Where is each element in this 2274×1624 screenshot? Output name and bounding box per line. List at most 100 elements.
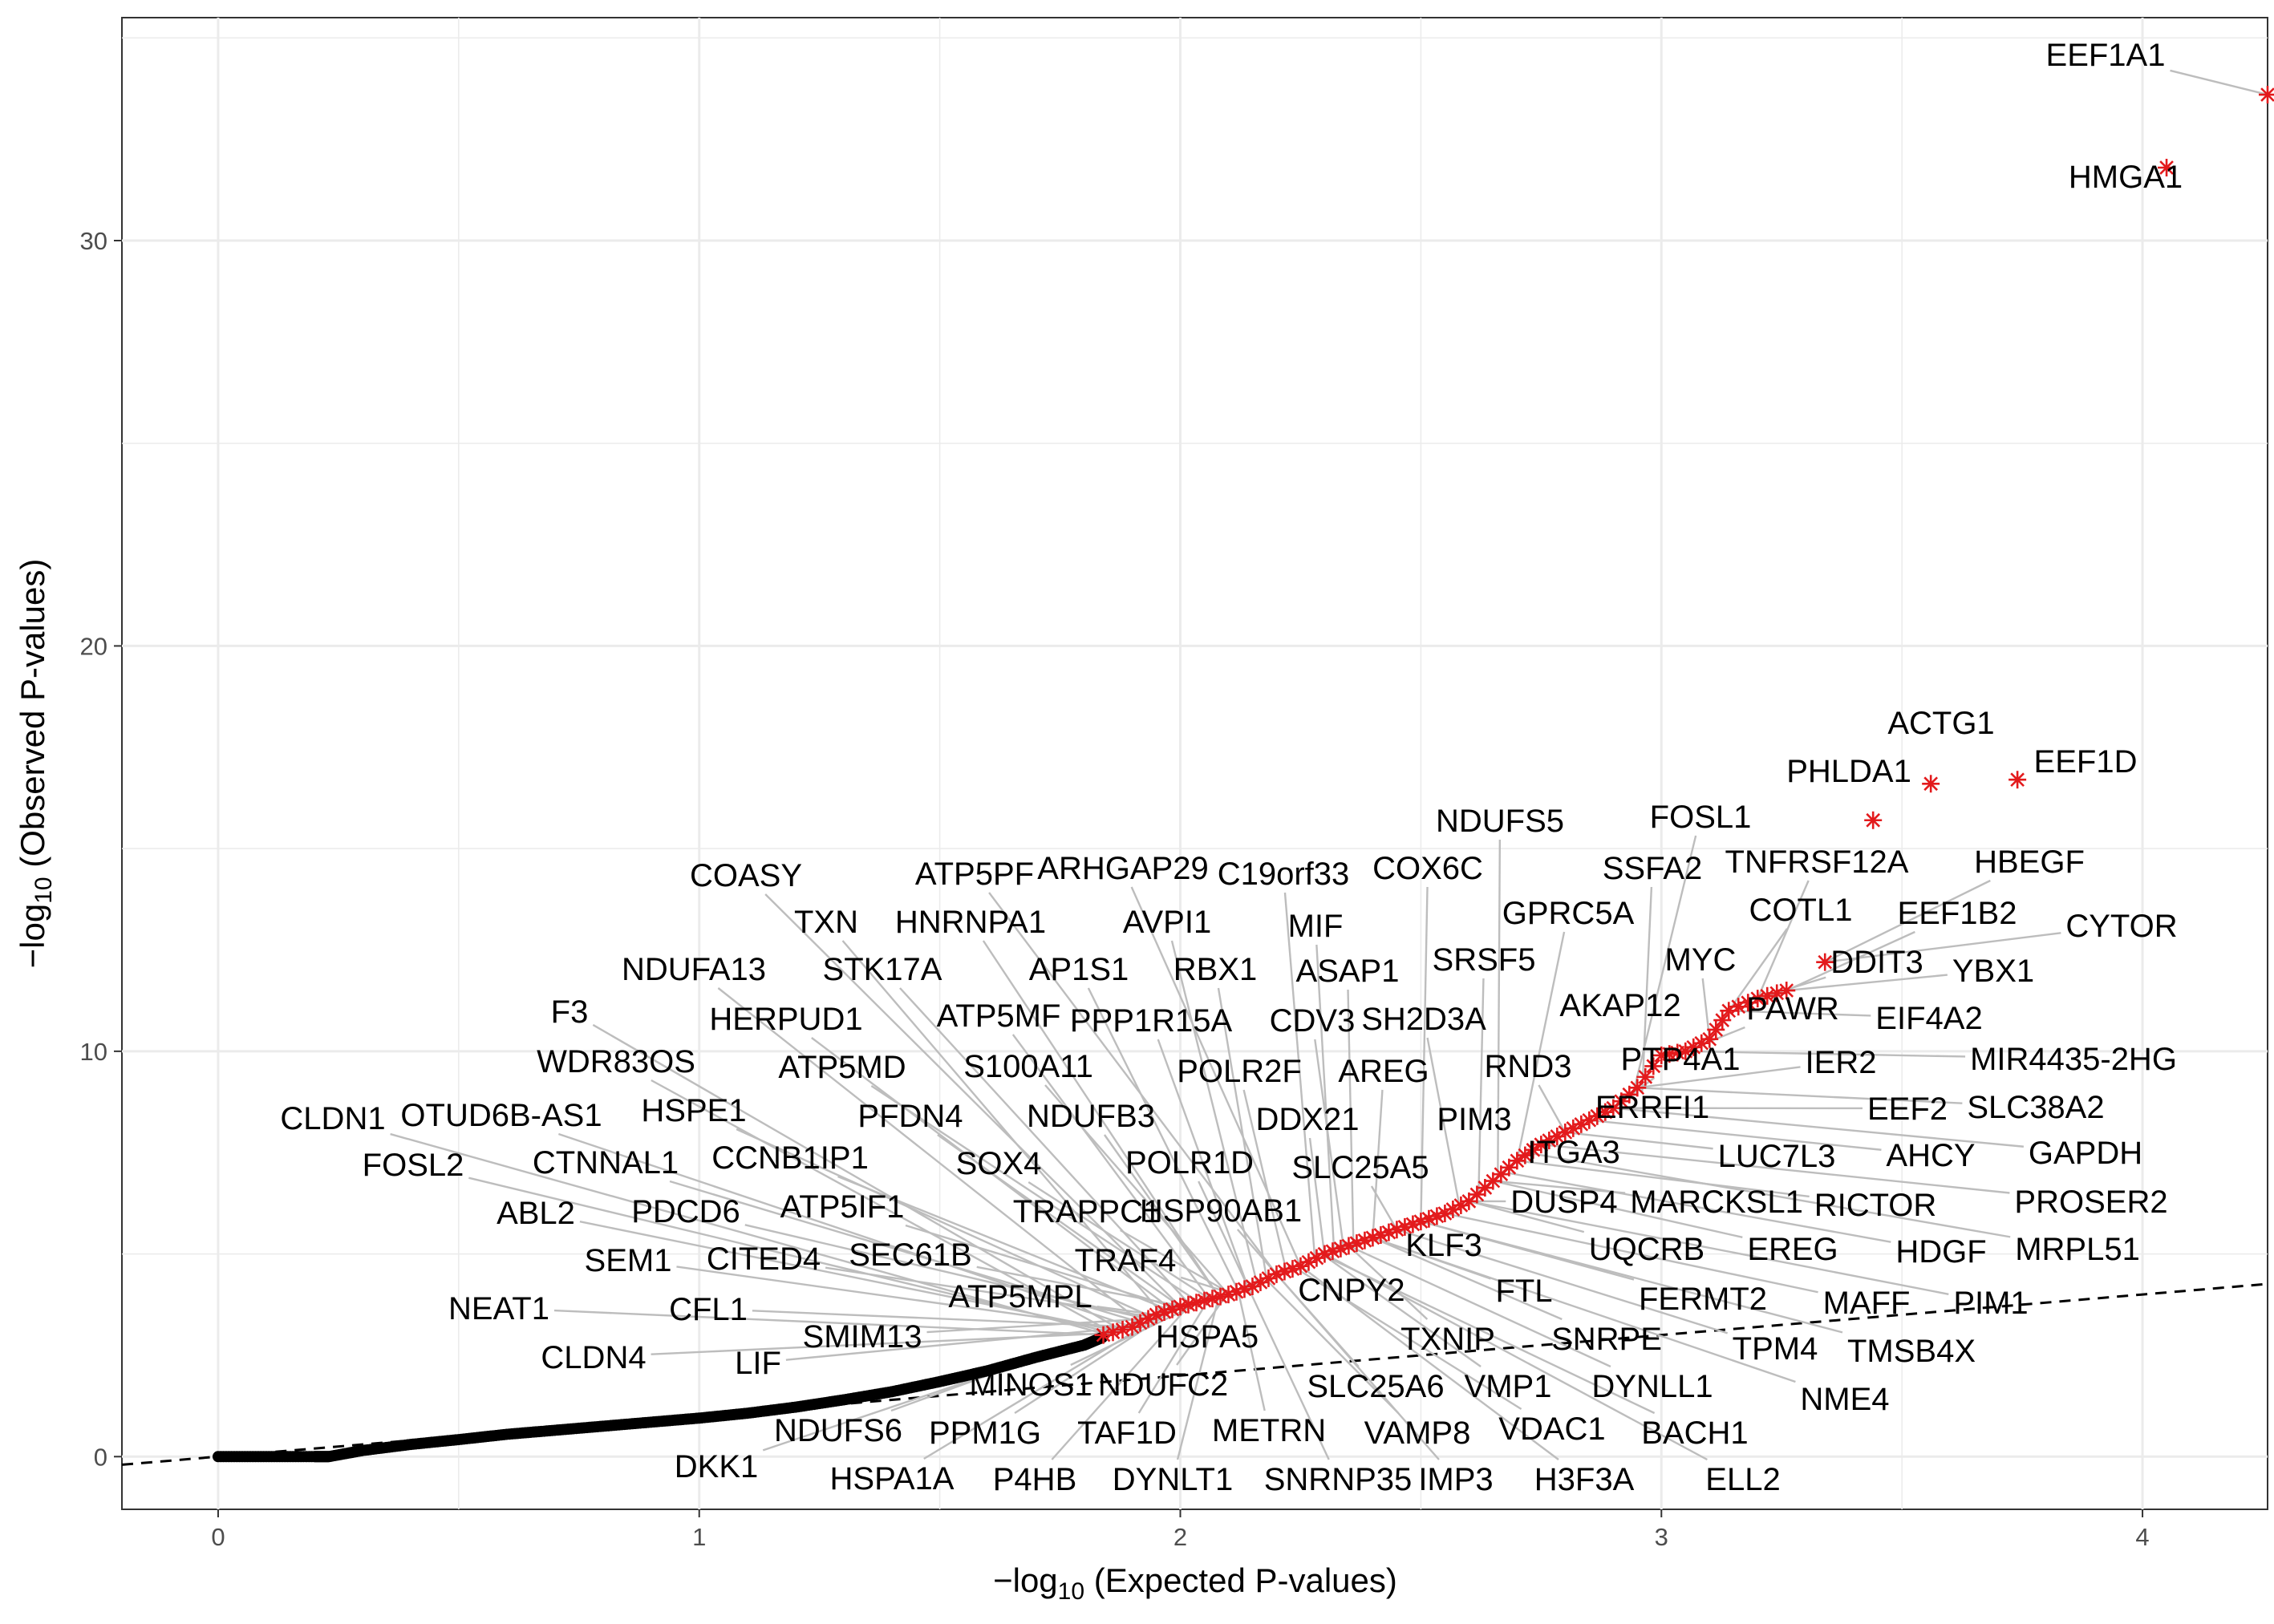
significant-point — [1816, 953, 1834, 971]
label-segment — [1589, 1119, 1882, 1151]
gene-label-hdgf: HDGF — [1895, 1234, 1986, 1270]
gene-label-nme4: NME4 — [1800, 1382, 1889, 1417]
asterisk-stroke — [1105, 1325, 1121, 1340]
asterisk-stroke — [1760, 988, 1775, 1003]
gene-label-atp5if1: ATP5IF1 — [780, 1189, 905, 1225]
gene-label-cldn1: CLDN1 — [280, 1101, 385, 1136]
asterisk-stroke — [1638, 1070, 1653, 1084]
asterisk-stroke — [1277, 1264, 1292, 1279]
gene-label-marcksl1: MARCKSL1 — [1630, 1185, 1803, 1220]
gene-label-wdr83os: WDR83OS — [537, 1044, 695, 1079]
label-segment — [1637, 1066, 1801, 1089]
label-segment — [1237, 1290, 1266, 1411]
gene-label-lif: LIF — [735, 1346, 781, 1381]
label-segment — [1477, 978, 1485, 1193]
asterisk-stroke — [2260, 87, 2274, 102]
gene-label-vdac1: VDAC1 — [1498, 1411, 1605, 1447]
label-segment — [736, 1128, 1153, 1318]
significant-point — [1219, 1286, 1238, 1304]
gene-label-rnd3: RND3 — [1485, 1049, 1572, 1084]
label-segment — [390, 1132, 1109, 1336]
gene-label-mif: MIF — [1288, 909, 1344, 944]
asterisk-stroke — [1365, 1230, 1380, 1245]
x-tick-label: 2 — [1173, 1523, 1187, 1551]
gene-label-cox6c: COX6C — [1372, 851, 1483, 886]
gene-label-ppm1g: PPM1G — [929, 1415, 1041, 1451]
asterisk-stroke — [1349, 1236, 1364, 1250]
gene-label-ap1s1: AP1S1 — [1029, 952, 1129, 987]
label-segment — [1348, 1245, 1611, 1368]
label-segment — [1372, 1089, 1384, 1238]
reference-line-y-eq-x — [121, 1282, 2268, 1466]
label-segment — [899, 987, 1191, 1306]
gene-label-bach1: BACH1 — [1641, 1415, 1748, 1451]
significant-point — [1692, 1034, 1711, 1052]
gene-label-hbegf: HBEGF — [1974, 844, 2085, 880]
x-tick-label: 0 — [211, 1523, 225, 1551]
significant-point — [2008, 771, 2027, 789]
label-segment — [1044, 1084, 1230, 1295]
significant-point — [1707, 1020, 1725, 1039]
label-segment — [905, 1224, 1176, 1309]
label-segment — [1323, 1253, 1708, 1461]
label-segment — [1323, 1255, 1482, 1367]
gene-label-eef1d: EEF1D — [2034, 744, 2138, 780]
label-segment — [1011, 1034, 1210, 1299]
gene-label-errfi1: ERRFI1 — [1595, 1090, 1709, 1125]
gene-label-polr1d: POLR1D — [1125, 1145, 1254, 1181]
label-segment — [1198, 1181, 1249, 1287]
asterisk-stroke — [1421, 1211, 1437, 1226]
label-segment — [1541, 1143, 2010, 1194]
gene-label-tnfrsf12a: TNFRSF12A — [1725, 844, 1909, 880]
label-segment — [1157, 1039, 1249, 1287]
asterisk-stroke — [1229, 1284, 1244, 1299]
asterisk-stroke — [2159, 160, 2174, 175]
gene-label-ccnb1ip1: CCNB1IP1 — [711, 1140, 869, 1176]
significant-point — [1532, 1136, 1550, 1154]
gene-label-txnip: TXNIP — [1400, 1322, 1495, 1357]
label-segment — [1396, 1229, 1729, 1334]
label-segment — [1308, 1137, 1326, 1257]
label-segment — [1825, 932, 2061, 963]
gene-label-neat1: NEAT1 — [448, 1291, 549, 1326]
gene-label-eef1a1: EEF1A1 — [2046, 38, 2166, 73]
label-segment — [1493, 1180, 1743, 1239]
significant-point — [1283, 1260, 1302, 1278]
label-segment — [1120, 1229, 1230, 1294]
label-segment — [1565, 1131, 1713, 1150]
gene-label-mrpl51: MRPL51 — [2015, 1232, 2140, 1267]
gene-label-h3f3a: H3F3A — [1534, 1462, 1635, 1497]
label-segment — [676, 1266, 1123, 1330]
label-segment — [1370, 1185, 1398, 1230]
label-segment — [1641, 886, 1653, 1092]
label-segment — [1315, 944, 1336, 1254]
asterisk-stroke — [2010, 772, 2025, 788]
x-axis: 0 1 2 3 4 — [211, 1509, 2150, 1551]
gene-label-taf1d: TAF1D — [1077, 1415, 1177, 1451]
gene-label-c19orf33: C19orf33 — [1218, 857, 1350, 892]
gene-label-ahcy: AHCY — [1886, 1138, 1975, 1173]
gene-label-ndufs6: NDUFS6 — [774, 1413, 902, 1448]
y-tick-label: 30 — [80, 227, 107, 255]
label-segment — [825, 1266, 1152, 1318]
y-axis-title-prefix: −log — [14, 904, 51, 969]
gene-label-eef1b2: EEF1B2 — [1898, 896, 2017, 931]
gene-label-eif4a2: EIF4A2 — [1875, 1001, 1982, 1036]
label-segment — [1347, 989, 1355, 1249]
asterisk-stroke — [1715, 1013, 1730, 1027]
grid — [122, 18, 2268, 1509]
label-segment — [1266, 1279, 1400, 1414]
gene-label-ereg: EREG — [1747, 1232, 1838, 1267]
label-segment — [557, 1132, 1133, 1328]
gene-label-atp5mf: ATP5MF — [937, 998, 1061, 1034]
label-segment — [592, 1023, 1124, 1332]
asterisk-stroke — [1341, 1238, 1356, 1253]
asterisk-stroke — [1923, 776, 1938, 792]
asterisk-stroke — [1197, 1293, 1212, 1308]
gene-label-proser2: PROSER2 — [2014, 1185, 2167, 1220]
gene-label-imp3: IMP3 — [1418, 1462, 1493, 1497]
gene-labels: EEF1A1 HMGA1 ACTG1 EEF1D PHLDA1 NDUFS5 FOSL1 CO… — [280, 38, 2183, 1497]
significant-point — [1713, 1011, 1732, 1030]
asterisk-stroke — [1413, 1214, 1429, 1229]
